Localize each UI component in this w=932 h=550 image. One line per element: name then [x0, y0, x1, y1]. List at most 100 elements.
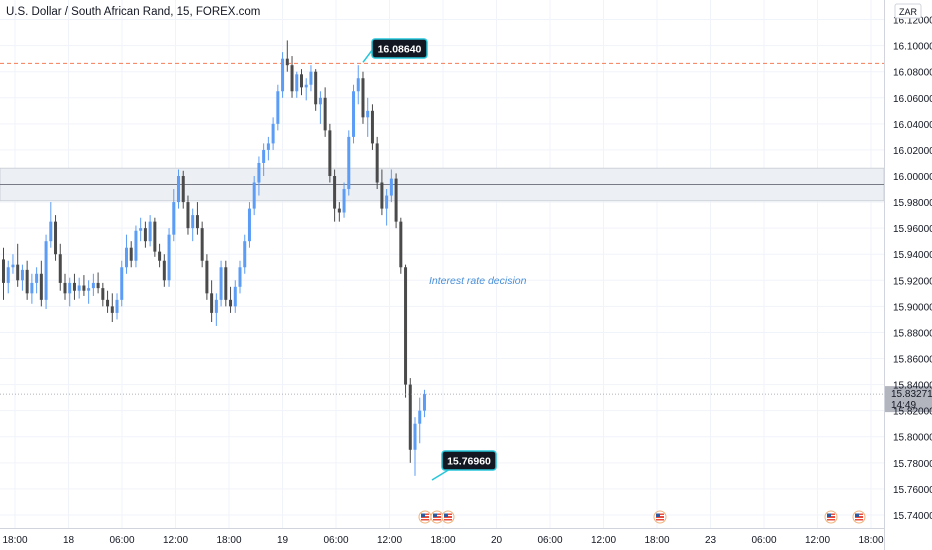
currency-label: ZAR: [899, 7, 918, 17]
high-callout-box: [371, 38, 428, 59]
candle: [39, 260, 43, 307]
x-tick-label: 18:00: [858, 535, 883, 546]
candle-body: [205, 260, 209, 294]
candle-body: [106, 299, 110, 307]
us-flag-icon[interactable]: [418, 510, 432, 524]
candle: [394, 173, 398, 229]
candle-body: [328, 130, 332, 176]
candle: [20, 264, 24, 291]
candle-body: [385, 195, 389, 209]
candle-body: [115, 299, 119, 313]
candle-body: [158, 251, 162, 261]
candle-body: [271, 123, 275, 144]
candle: [30, 273, 34, 304]
candle-body: [233, 286, 237, 307]
candle-body: [361, 78, 365, 118]
x-tick-label: 12:00: [163, 535, 188, 546]
y-tick-label: 16.10000: [893, 42, 932, 53]
candle: [186, 195, 190, 235]
candle: [68, 277, 72, 307]
y-tick-label: 16.02000: [893, 146, 932, 157]
candle: [333, 169, 337, 222]
interest-rate-annotation: Interest rate decision: [429, 275, 527, 287]
candle: [2, 247, 5, 300]
candle-body: [44, 241, 48, 300]
candle-body: [30, 282, 34, 294]
chart-title: U.S. Dollar / South African Rand, 15, FO…: [6, 6, 260, 18]
candle-body: [404, 267, 408, 385]
candle: [285, 40, 289, 72]
candle-body: [2, 259, 5, 283]
y-tick-label: 15.88000: [893, 328, 932, 339]
candle-body: [143, 228, 147, 242]
candle-body: [238, 267, 242, 287]
candle: [238, 260, 242, 294]
candle: [96, 272, 100, 294]
candle: [318, 91, 322, 124]
candle-body: [281, 58, 285, 92]
candle: [380, 169, 384, 216]
us-flag-icon[interactable]: [441, 510, 455, 524]
candle: [290, 56, 294, 98]
candle-body: [337, 208, 341, 213]
y-tick-label: 15.96000: [893, 224, 932, 235]
candle-body: [252, 182, 256, 209]
candle-body: [77, 285, 81, 291]
candle: [200, 221, 204, 268]
us-flag-icon[interactable]: [852, 510, 866, 524]
candle-body: [134, 230, 138, 261]
candle-body: [219, 267, 223, 300]
candle: [328, 123, 332, 183]
candle: [124, 234, 128, 274]
x-tick-label: 12:00: [591, 535, 616, 546]
candle: [191, 208, 195, 242]
us-flag-icon[interactable]: [430, 510, 444, 524]
grid-layer: [0, 0, 884, 528]
candle-body: [195, 215, 199, 229]
support-zone-layer: [0, 62, 885, 202]
x-tick-label: 06:00: [109, 535, 134, 546]
candle-body: [214, 299, 218, 313]
candle: [77, 277, 81, 299]
x-tick-label: 06:00: [537, 535, 562, 546]
candle: [162, 254, 166, 287]
candle-body: [243, 241, 247, 268]
x-tick-label: 18:00: [430, 535, 455, 546]
candle: [167, 228, 171, 287]
us-flag-icon[interactable]: [824, 510, 838, 524]
y-tick-label: 15.86000: [893, 355, 932, 366]
candle: [233, 280, 237, 313]
candle-body: [35, 273, 39, 283]
candle: [422, 389, 426, 418]
candle-body: [63, 282, 67, 294]
candle: [309, 65, 313, 92]
candle: [172, 189, 176, 242]
candle-body: [87, 288, 91, 291]
candle: [243, 234, 247, 274]
candle: [120, 260, 124, 307]
candle: [35, 267, 39, 294]
y-tick-label: 15.76000: [893, 485, 932, 496]
x-tick-label: 19: [277, 535, 289, 546]
candle: [361, 71, 365, 124]
candle-body: [162, 260, 166, 281]
flag-canton: [855, 513, 859, 517]
candle: [314, 69, 318, 111]
us-flag-icon[interactable]: [653, 510, 667, 524]
x-tick-label: 06:00: [751, 535, 776, 546]
y-tick-label: 15.78000: [893, 459, 932, 470]
candle: [16, 243, 20, 287]
y-tick-label: 16.00000: [893, 172, 932, 183]
candle: [404, 264, 408, 398]
flag-canton: [433, 513, 437, 517]
candle: [214, 293, 218, 326]
candle-body: [347, 136, 351, 190]
x-tick-label: 12:00: [377, 535, 402, 546]
y-tick-label: 15.80000: [893, 433, 932, 444]
candle-body: [72, 282, 76, 291]
candle-body: [366, 110, 370, 118]
